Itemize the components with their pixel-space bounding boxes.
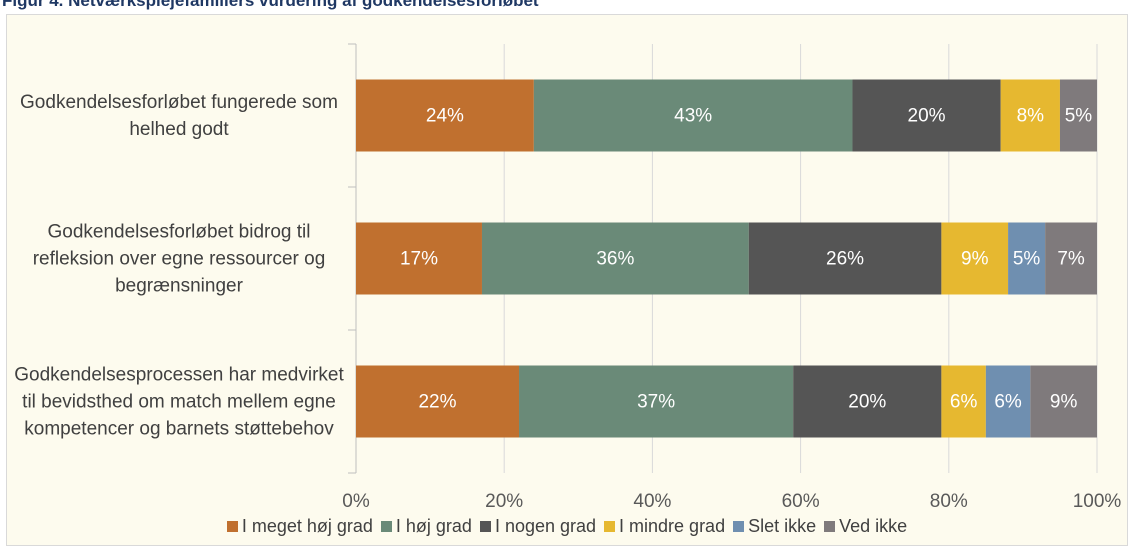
bar-segment (533, 79, 853, 152)
bar-segment (852, 79, 1001, 152)
x-tick-label: 60% (782, 491, 820, 512)
legend-label: I nogen grad (494, 516, 597, 536)
bar-segment (356, 79, 534, 152)
data-label: 5% (1013, 249, 1041, 270)
data-label: 7% (1057, 249, 1085, 270)
legend-item: Ved ikke (824, 516, 907, 537)
legend-label: I mindre grad (619, 516, 726, 536)
legend-swatch (226, 521, 238, 532)
bar-segment (985, 365, 1031, 438)
chart-title: Figur 4. Netværksplejefamiliers vurderin… (2, 0, 539, 10)
legend: I meget høj grad I høj grad I nogen grad I … (0, 516, 1134, 537)
data-label: 8% (1017, 106, 1045, 127)
bar-segment (748, 222, 942, 295)
legend-item: I meget høj grad (226, 516, 373, 537)
data-label: 6% (950, 392, 978, 413)
y-tick-label: Godkendelsesforløbet bidrog til refleksi… (32, 221, 326, 296)
legend-label: I høj grad (395, 516, 472, 536)
legend-item: Slet ikke (733, 516, 816, 537)
bar-segment (356, 222, 482, 295)
data-label: 22% (418, 392, 456, 413)
bar-segment (1000, 79, 1060, 152)
data-label: 20% (848, 392, 886, 413)
data-label: 36% (596, 249, 634, 270)
data-label: 24% (426, 106, 464, 127)
bar-segment (941, 365, 986, 438)
legend-label: Slet ikke (748, 516, 817, 536)
data-label: 20% (908, 106, 946, 127)
data-label: 17% (400, 249, 438, 270)
y-tick-label: Godkendelsesforløbet fungerede som helhe… (20, 91, 338, 140)
bar-segment (941, 222, 1009, 295)
x-tick-label: 100% (1073, 491, 1122, 512)
legend-swatch (380, 521, 392, 532)
bar-segment (481, 222, 749, 295)
bar-segment (1045, 222, 1097, 295)
x-tick-label: 40% (633, 491, 671, 512)
bar-segment (1008, 222, 1046, 295)
bar-segment (1030, 365, 1097, 438)
legend-label: Ved ikke (839, 516, 908, 536)
data-label: 26% (826, 249, 864, 270)
bar-segment (793, 365, 942, 438)
x-tick-label: 20% (485, 491, 523, 512)
legend-swatch (824, 521, 836, 532)
bar-segment (1059, 79, 1097, 152)
legend-item: I mindre grad (604, 516, 725, 537)
legend-swatch (479, 521, 491, 532)
x-tick-label: 0% (342, 491, 370, 512)
data-label: 9% (1050, 392, 1078, 413)
x-tick-label: 80% (930, 491, 968, 512)
legend-label: I meget høj grad (241, 516, 373, 536)
data-label: 5% (1065, 106, 1093, 127)
data-label: 43% (674, 106, 712, 127)
legend-item: I nogen grad (479, 516, 597, 537)
bar-segment (519, 365, 794, 438)
data-label: 37% (637, 392, 675, 413)
bar-segment (356, 365, 520, 438)
y-tick-label: Godkendelsesprocessen har medvirket til … (14, 364, 344, 439)
legend-item: I høj grad (380, 516, 472, 537)
legend-swatch (604, 521, 616, 532)
data-label: 9% (961, 249, 989, 270)
data-label: 6% (994, 392, 1022, 413)
legend-swatch (733, 521, 745, 532)
